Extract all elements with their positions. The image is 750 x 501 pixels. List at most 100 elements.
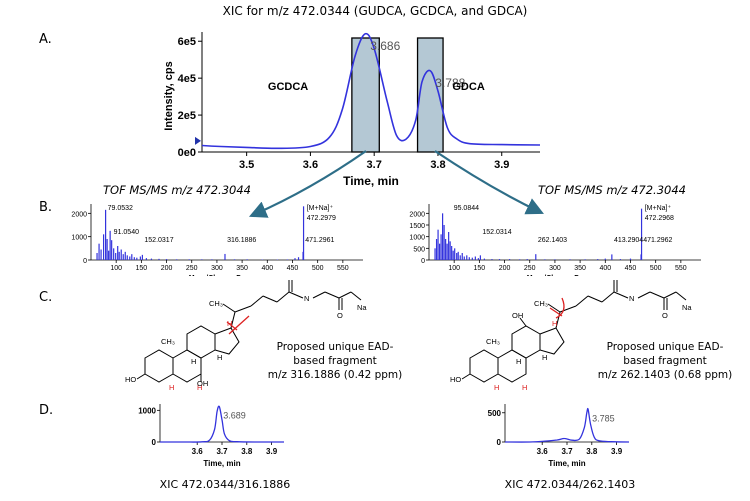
atom-label: CH₃: [486, 337, 500, 346]
fragment-line: Proposed unique EAD-: [276, 341, 394, 353]
x-axis-label: Mass/Charge, Da: [189, 275, 246, 276]
baseline-marker: [195, 136, 201, 145]
y-tick-label: 6e5: [178, 36, 196, 48]
fragment-line: based fragment: [623, 355, 707, 367]
atom-label: H: [197, 383, 202, 392]
x-axis-label: Time, min: [203, 459, 240, 468]
section-label-c: C.: [39, 290, 53, 305]
x-tick-label: 3.8: [241, 447, 253, 456]
cleavage-site-left: [226, 315, 250, 335]
atom-label: H: [217, 353, 222, 362]
peak-label: 95.0844: [454, 205, 479, 212]
x-tick-label: 3.9: [494, 159, 509, 171]
x-tick-label: 550: [337, 265, 349, 272]
chart-d-right-xic: 0 500 3.6 3.7 3.8 3.9 3.785 Time, min: [488, 404, 630, 468]
y-tick-label: 4e5: [178, 73, 196, 85]
y-tick-label: 500: [488, 409, 502, 418]
section-label-d: D.: [39, 403, 54, 418]
section-label-a: A.: [39, 32, 52, 47]
atom-label: O: [662, 311, 668, 320]
chart-b-right-spectrum: 0 500 1000 1500 2000 100 150 200 250 300 350 400 450…: [409, 204, 701, 276]
x-tick-label: 400: [261, 265, 273, 272]
x-tick-label: 3.7: [367, 159, 382, 171]
compound-annotation: GCDCA: [268, 81, 308, 93]
structure-left: CH₃ H N O O Na CH₃ H H HO H H OH: [125, 278, 367, 392]
atom-label: CH₃: [534, 299, 548, 308]
arrow-to-right-spectrum: [434, 150, 544, 215]
atom-label: H: [552, 319, 557, 328]
peak-label: 3.785: [592, 413, 615, 423]
x-tick-label: 3.9: [266, 447, 278, 456]
x-tick-label: 100: [110, 265, 122, 272]
x-tick-label: 300: [549, 265, 561, 272]
x-tick-label: 150: [136, 265, 148, 272]
atom-label: H: [494, 383, 499, 392]
peak-highlight-box: [351, 37, 380, 153]
x-tick-label: 3.5: [239, 159, 254, 171]
atom-label: Na: [682, 303, 692, 312]
peak-label: 472.2979: [307, 215, 336, 222]
series-line: [159, 405, 284, 443]
peak-label: 3.788: [435, 76, 465, 90]
structure-right: CH₃ OH H N O O Na CH₃ H H HO H H: [450, 278, 692, 392]
x-tick-label: 3.6: [537, 447, 549, 456]
x-tick-label: 3.7: [216, 447, 228, 456]
y-tick-label: 1500: [409, 223, 425, 230]
atom-label: OH: [512, 311, 523, 320]
precursor-label: [M+Na]⁺: [307, 205, 334, 212]
peak-label: 316.1886: [227, 237, 256, 244]
fragment-note-right: Proposed unique EAD- based fragment m/z …: [580, 340, 750, 382]
y-tick-label: 1000: [409, 235, 425, 242]
y-tick-label: 2e5: [178, 110, 196, 122]
chart-a-xic: 0e0 2e5 4e5 6e5 3.5 3.6 3.7 3.8 3.9 Intensity, cp…: [163, 32, 541, 188]
atom-label: H: [169, 383, 174, 392]
x-axis-label: Mass/Charge, Da: [527, 275, 584, 276]
x-tick-label: 200: [499, 265, 511, 272]
atom-label: HO: [125, 375, 136, 384]
chart-b-left-spectrum: 0 1000 2000 100 150 200 250 300 350 400 450 500 550 7…: [71, 204, 363, 276]
atom-label: CH₃: [161, 337, 175, 346]
y-tick-label: 0e0: [178, 147, 196, 159]
chart-d-left-xic: 0 1000 3.6 3.7 3.8 3.9 3.689 Time, min: [138, 404, 284, 468]
compound-annotation: GDCA: [452, 81, 484, 93]
series-line: [201, 32, 541, 150]
peak-label: 152.0317: [144, 237, 173, 244]
y-tick-label: 1000: [138, 406, 156, 415]
atom-label: H: [516, 357, 521, 366]
x-tick-label: 3.6: [192, 447, 204, 456]
x-tick-label: 100: [448, 265, 460, 272]
atom-label: N: [304, 294, 309, 303]
x-tick-label: 3.8: [430, 159, 445, 171]
x-tick-label: 450: [625, 265, 637, 272]
x-tick-label: 3.6: [303, 159, 318, 171]
y-tick-label: 2000: [71, 211, 87, 218]
y-tick-label: 0: [152, 438, 157, 447]
fragment-line: based fragment: [293, 355, 377, 367]
atom-label: OH: [197, 379, 208, 388]
y-tick-label: 0: [497, 438, 502, 447]
atom-label: Na: [357, 303, 367, 312]
x-tick-label: 550: [675, 265, 687, 272]
x-tick-label: 350: [574, 265, 586, 272]
atom-label: H: [227, 319, 232, 328]
arrows-overlay: [248, 150, 544, 218]
x-tick-label: 250: [524, 265, 536, 272]
peak-label: 3.686: [370, 39, 400, 53]
x-tick-label: 250: [186, 265, 198, 272]
y-tick-label: 0: [421, 258, 425, 265]
arrow-to-left-spectrum: [248, 150, 367, 218]
atom-label: H: [542, 353, 547, 362]
y-tick-label: 1000: [71, 235, 87, 242]
peak-label: 471.2961: [305, 237, 334, 244]
atom-label: H: [191, 357, 196, 366]
atom-label: CH₃: [209, 299, 223, 308]
fragment-note-left: Proposed unique EAD- based fragment m/z …: [250, 340, 420, 382]
peak-label: 152.0314: [482, 229, 511, 236]
peak-label: 413.2904: [614, 237, 643, 244]
section-label-b: B.: [39, 200, 53, 215]
atom-label: O: [337, 311, 343, 320]
steroid-skeleton-left: [136, 280, 362, 383]
x-axis-label: Time, min: [548, 459, 585, 468]
atom-label: O: [612, 278, 618, 280]
x-tick-label: 3.9: [611, 447, 623, 456]
